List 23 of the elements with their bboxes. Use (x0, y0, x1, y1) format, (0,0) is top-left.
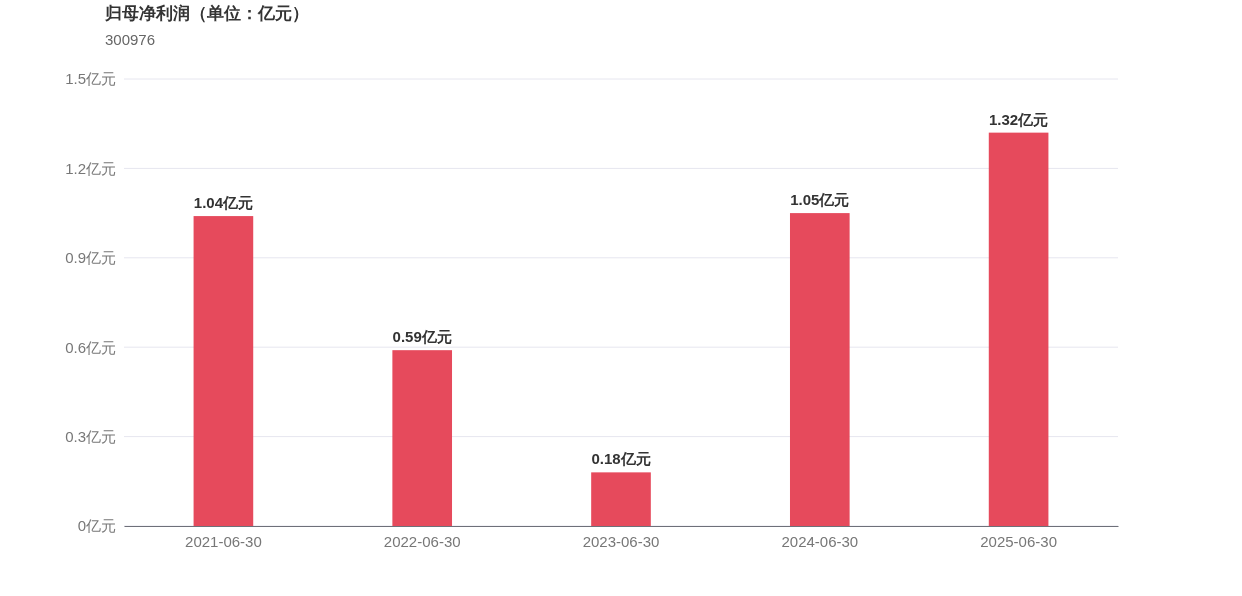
y-tick-label: 0亿元 (77, 517, 116, 535)
bar (591, 472, 651, 526)
data-label: 1.32亿元 (989, 110, 1049, 128)
y-tick-label: 0.6亿元 (65, 338, 116, 356)
data-label: 0.59亿元 (392, 328, 452, 346)
y-tick-label: 1.2亿元 (65, 159, 116, 177)
data-label: 1.04亿元 (193, 194, 253, 212)
x-tick-label: 2021-06-30 (185, 532, 262, 550)
bar (193, 216, 254, 526)
y-tick-label: 0.9亿元 (65, 249, 116, 267)
y-tick-label: 0.3亿元 (65, 427, 116, 445)
x-tick-label: 2022-06-30 (383, 532, 461, 550)
data-label: 0.18亿元 (591, 450, 651, 468)
chart-title: 归母净利润（单位：亿元） (104, 4, 309, 23)
bar (392, 350, 453, 526)
bar (789, 213, 850, 526)
data-label: 1.05亿元 (790, 191, 850, 209)
y-tick-label: 1.5亿元 (65, 70, 116, 88)
x-tick-label: 2025-06-30 (980, 532, 1057, 550)
bar (988, 132, 1049, 526)
chart-subtitle: 300976 (105, 31, 156, 48)
x-tick-label: 2023-06-30 (582, 532, 660, 550)
x-tick-label: 2024-06-30 (781, 532, 859, 550)
